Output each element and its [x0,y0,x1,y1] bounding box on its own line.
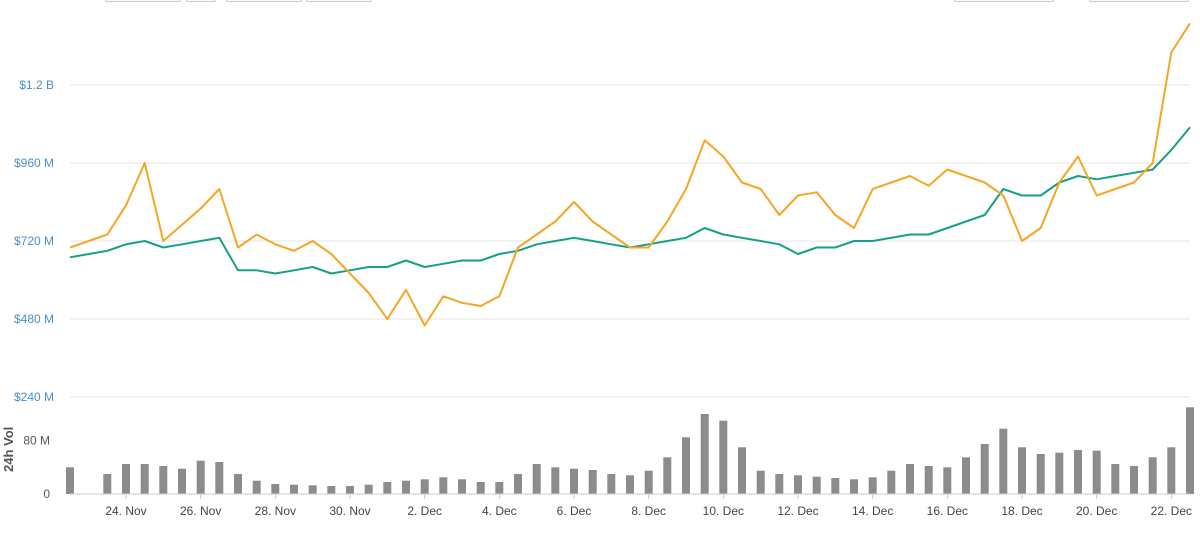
volume-bar [495,482,504,494]
volume-bar [420,479,429,494]
volume-bar [626,475,634,494]
volume-bar [738,447,746,494]
volume-bar [906,464,914,494]
volume-bar [980,444,989,494]
volume-bar [794,475,802,494]
volume-bar [346,486,354,494]
volume-bar [308,485,317,494]
price-tick-label: $1.2 B [19,78,54,92]
volume-bar [271,484,280,494]
date-tick-label: 12. Dec [777,504,818,518]
volume-bar [999,428,1008,494]
volume-bars [66,407,1194,494]
date-from-input[interactable] [954,0,1054,2]
date-tick-label: 6. Dec [557,504,592,518]
date-tick-label: 26. Nov [180,504,221,518]
volume-bar [234,474,242,494]
volume-bar [402,480,410,494]
volume-bar [1130,466,1138,494]
volume-tick-label: 80 M [23,434,50,448]
volume-bar [943,467,952,494]
volume-bar [868,477,877,494]
left-control-d[interactable] [306,0,372,2]
price-grid [70,84,1190,398]
price-tick-label: $240 M [14,390,54,404]
date-tick-label: 2. Dec [407,504,442,518]
volume-bar [383,482,392,494]
volume-bar [140,464,149,494]
volume-bar [1167,447,1176,494]
volume-axis-labels: 0 80 M [23,434,50,501]
volume-bar [962,457,970,494]
date-tick-label: 10. Dec [703,504,744,518]
volume-bar [924,466,933,494]
date-tick-label: 24. Nov [105,504,146,518]
volume-bar [607,474,616,494]
date-tick-label: 16. Dec [927,504,968,518]
volume-bar [178,468,186,494]
series-line [69,126,1191,275]
left-control-a[interactable] [105,0,181,2]
volume-bar [215,462,224,494]
date-tick-label: 18. Dec [1001,504,1042,518]
price-axis-labels: $240 M $480 M $720 M $960 M $1.2 B [14,78,54,404]
volume-bar [1092,450,1101,494]
date-tick-label: 14. Dec [852,504,893,518]
date-axis: 24. Nov 26. Nov 28. Nov 30. Nov 2. Dec 4. Dec… [105,494,1192,518]
volume-bar [532,464,541,494]
volume-bar [1186,407,1194,494]
volume-bar [1148,457,1157,494]
volume-bar [103,474,112,494]
volume-bar [887,470,896,494]
date-tick-label: 4. Dec [482,504,517,518]
volume-bar [1111,464,1120,494]
volume-bar [1074,450,1082,494]
volume-bar [812,476,821,494]
date-to-input[interactable] [1089,0,1189,2]
volume-tick-label: 0 [43,487,50,501]
date-tick-label: 28. Nov [255,504,296,518]
series-line [69,22,1191,327]
volume-bar [775,474,784,494]
volume-bar [196,460,205,494]
volume-bar [756,470,765,494]
date-tick-label: 30. Nov [329,504,370,518]
left-control-b[interactable] [186,0,216,2]
volume-bar [682,437,690,494]
left-control-c[interactable] [226,0,302,2]
volume-bar [66,467,74,494]
price-series [69,22,1191,327]
volume-bar [252,480,261,494]
volume-bar [122,464,130,494]
volume-bar [458,479,466,494]
volume-bar [364,484,373,494]
volume-bar [663,457,672,494]
volume-bar [700,414,709,494]
volume-bar [1055,452,1064,494]
volume-bar [514,474,522,494]
volume-bar [831,478,840,494]
volume-bar [644,470,653,494]
price-tick-label: $960 M [14,156,54,170]
price-tick-label: $480 M [14,312,54,326]
volume-bar [850,479,858,494]
date-tick-label: 8. Dec [631,504,666,518]
date-tick-label: 22. Dec [1151,504,1192,518]
volume-bar [439,477,448,494]
volume-bar [1018,447,1026,494]
date-tick-label: 20. Dec [1076,504,1117,518]
volume-bar [719,420,728,494]
volume-bar [159,466,168,494]
volume-bar [588,470,597,494]
volume-bar [476,482,485,494]
volume-axis-title: 24h Vol [1,427,16,472]
volume-bar [327,486,336,494]
price-tick-label: $720 M [14,234,54,248]
volume-bar [551,467,560,494]
volume-bar [1036,454,1045,494]
volume-bar [290,484,298,494]
volume-bar [570,468,578,494]
